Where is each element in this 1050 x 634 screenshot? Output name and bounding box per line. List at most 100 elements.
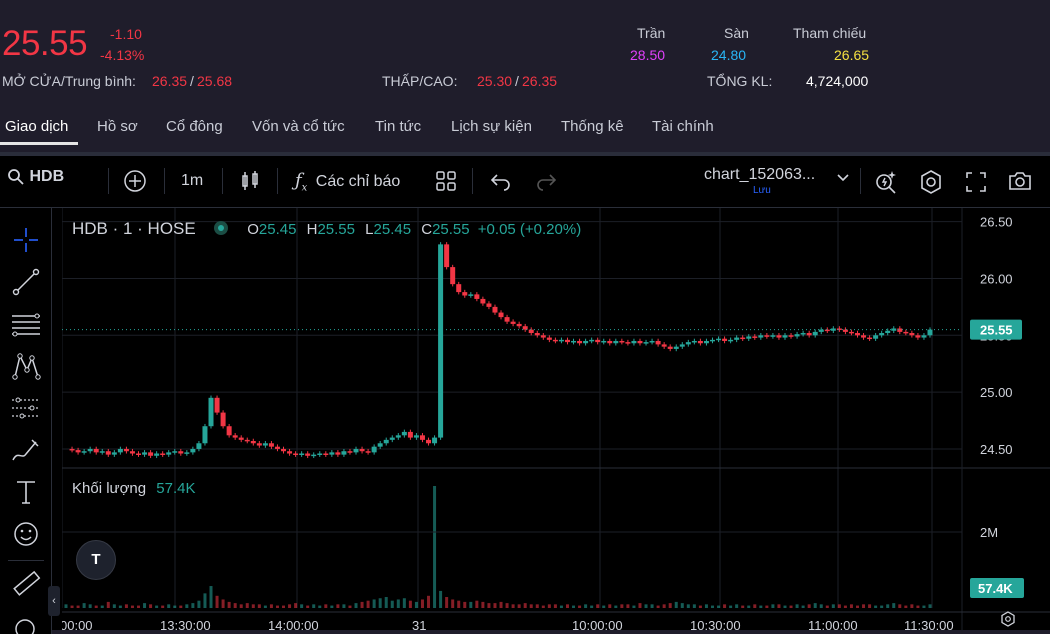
indicators-button[interactable]: ƒx Các chỉ báo [295,170,400,194]
tab-giao-dich[interactable]: Giao dịch [5,118,69,135]
drawing-toolbar: ‹ [0,208,60,634]
volume-bar [124,604,128,608]
volume-bar [239,604,243,608]
tab-co-dong[interactable]: Cổ đông [166,118,223,135]
settings-button[interactable] [918,169,944,200]
layout-dropdown[interactable] [836,170,850,189]
candle-body [256,443,262,446]
tab-tin-tuc[interactable]: Tin tức [375,118,422,135]
volume-bar [137,605,141,608]
volume-bar [868,604,872,608]
volume-bar [686,604,690,608]
crosshair-tool[interactable] [10,224,42,256]
candle-body [136,453,142,455]
candle-body [148,452,154,456]
brush-tool[interactable] [10,434,42,466]
candle-body [661,344,667,347]
volume-bar [862,604,866,608]
templates-button[interactable] [434,169,458,198]
high-value: 26.35 [522,73,558,89]
candle-body [848,331,854,334]
volume-bar [505,603,509,608]
volume-bar [408,600,412,608]
screenshot-button[interactable] [1007,169,1033,198]
volume-bar [735,604,739,608]
pattern-tool[interactable] [10,350,42,382]
candle-body [577,340,583,344]
candle-body [111,452,117,455]
volume-bar [366,600,370,608]
tab-von-co-tuc[interactable]: Vốn và cổ tức [252,118,345,135]
emoji-tool[interactable] [10,518,42,550]
volume-bar [668,603,672,608]
tab-ho-so[interactable]: Hồ sơ [97,118,138,135]
fullscreen-button[interactable] [964,170,988,199]
undo-icon [490,174,510,191]
candle-body [649,340,655,343]
grid-icon [436,171,456,191]
candle-body [480,298,486,304]
ref-value: 26.65 [834,47,870,63]
candle-body [220,412,226,427]
candle-body [758,335,764,338]
volume-bar [372,599,376,608]
candle-body [691,340,697,343]
undo-button[interactable] [490,171,512,196]
candle-body [184,452,190,454]
volume-bar [759,605,763,608]
zoom-tool[interactable] [10,614,42,634]
candle-body [238,437,244,440]
high-val: 25.55 [317,221,355,238]
volume-bar [717,605,721,608]
candle-body [631,340,637,344]
symbol-search[interactable]: HDB [7,168,64,186]
compare-button[interactable] [123,169,147,198]
candle-body [407,431,413,438]
layout-name[interactable]: chart_152063... [704,166,816,183]
volume-bar [161,605,165,608]
tab-thong-ke[interactable]: Thống kê [561,118,624,135]
volume-bar [493,603,497,608]
chart-type-button[interactable] [238,169,262,198]
volume-bar [910,604,914,608]
candle-body [305,453,311,456]
save-label[interactable]: Lưu [753,185,771,196]
redo-button[interactable] [535,171,557,196]
candles-icon [242,171,258,190]
volume-bar [849,604,853,608]
volume-bar [149,604,153,608]
candle-body [371,446,377,453]
volume-bar [451,599,455,608]
quick-search-button[interactable] [873,169,899,200]
volume-label: Khối lượng [72,480,147,497]
candle-body [558,339,564,342]
candle-body [365,451,371,453]
volume-bar [191,603,195,608]
candle-body [667,346,673,349]
interval-button[interactable]: 1m [181,172,204,189]
candle-body [903,331,909,334]
candle-body [788,335,794,337]
floor-label: Sàn [724,25,749,41]
tab-tai-chinh[interactable]: Tài chính [652,118,714,135]
volume-bar [420,599,424,608]
collapse-toolbar-button[interactable]: ‹ [48,586,60,616]
active-tab-indicator [0,142,78,145]
forecast-tool[interactable] [10,392,42,424]
candle-body [685,342,691,345]
volume-bar [656,605,660,608]
volume-bar [336,604,340,608]
brush-icon [12,439,39,461]
measure-tool[interactable] [10,568,42,600]
tradingview-logo[interactable]: T [76,540,116,580]
price-chart[interactable]: 26.5026.0025.5025.0024.5025.552M57.4K00:… [62,208,1050,634]
fib-tool[interactable] [10,308,42,340]
volume-bar [704,604,708,608]
tab-lich-su-kien[interactable]: Lịch sự kiện [451,118,532,135]
close-label: C [421,221,433,238]
volume-bar [795,604,799,608]
text-tool[interactable] [10,476,42,508]
volume-bar [481,601,485,608]
trend-line-tool[interactable] [10,266,42,298]
candle-body [293,453,299,455]
